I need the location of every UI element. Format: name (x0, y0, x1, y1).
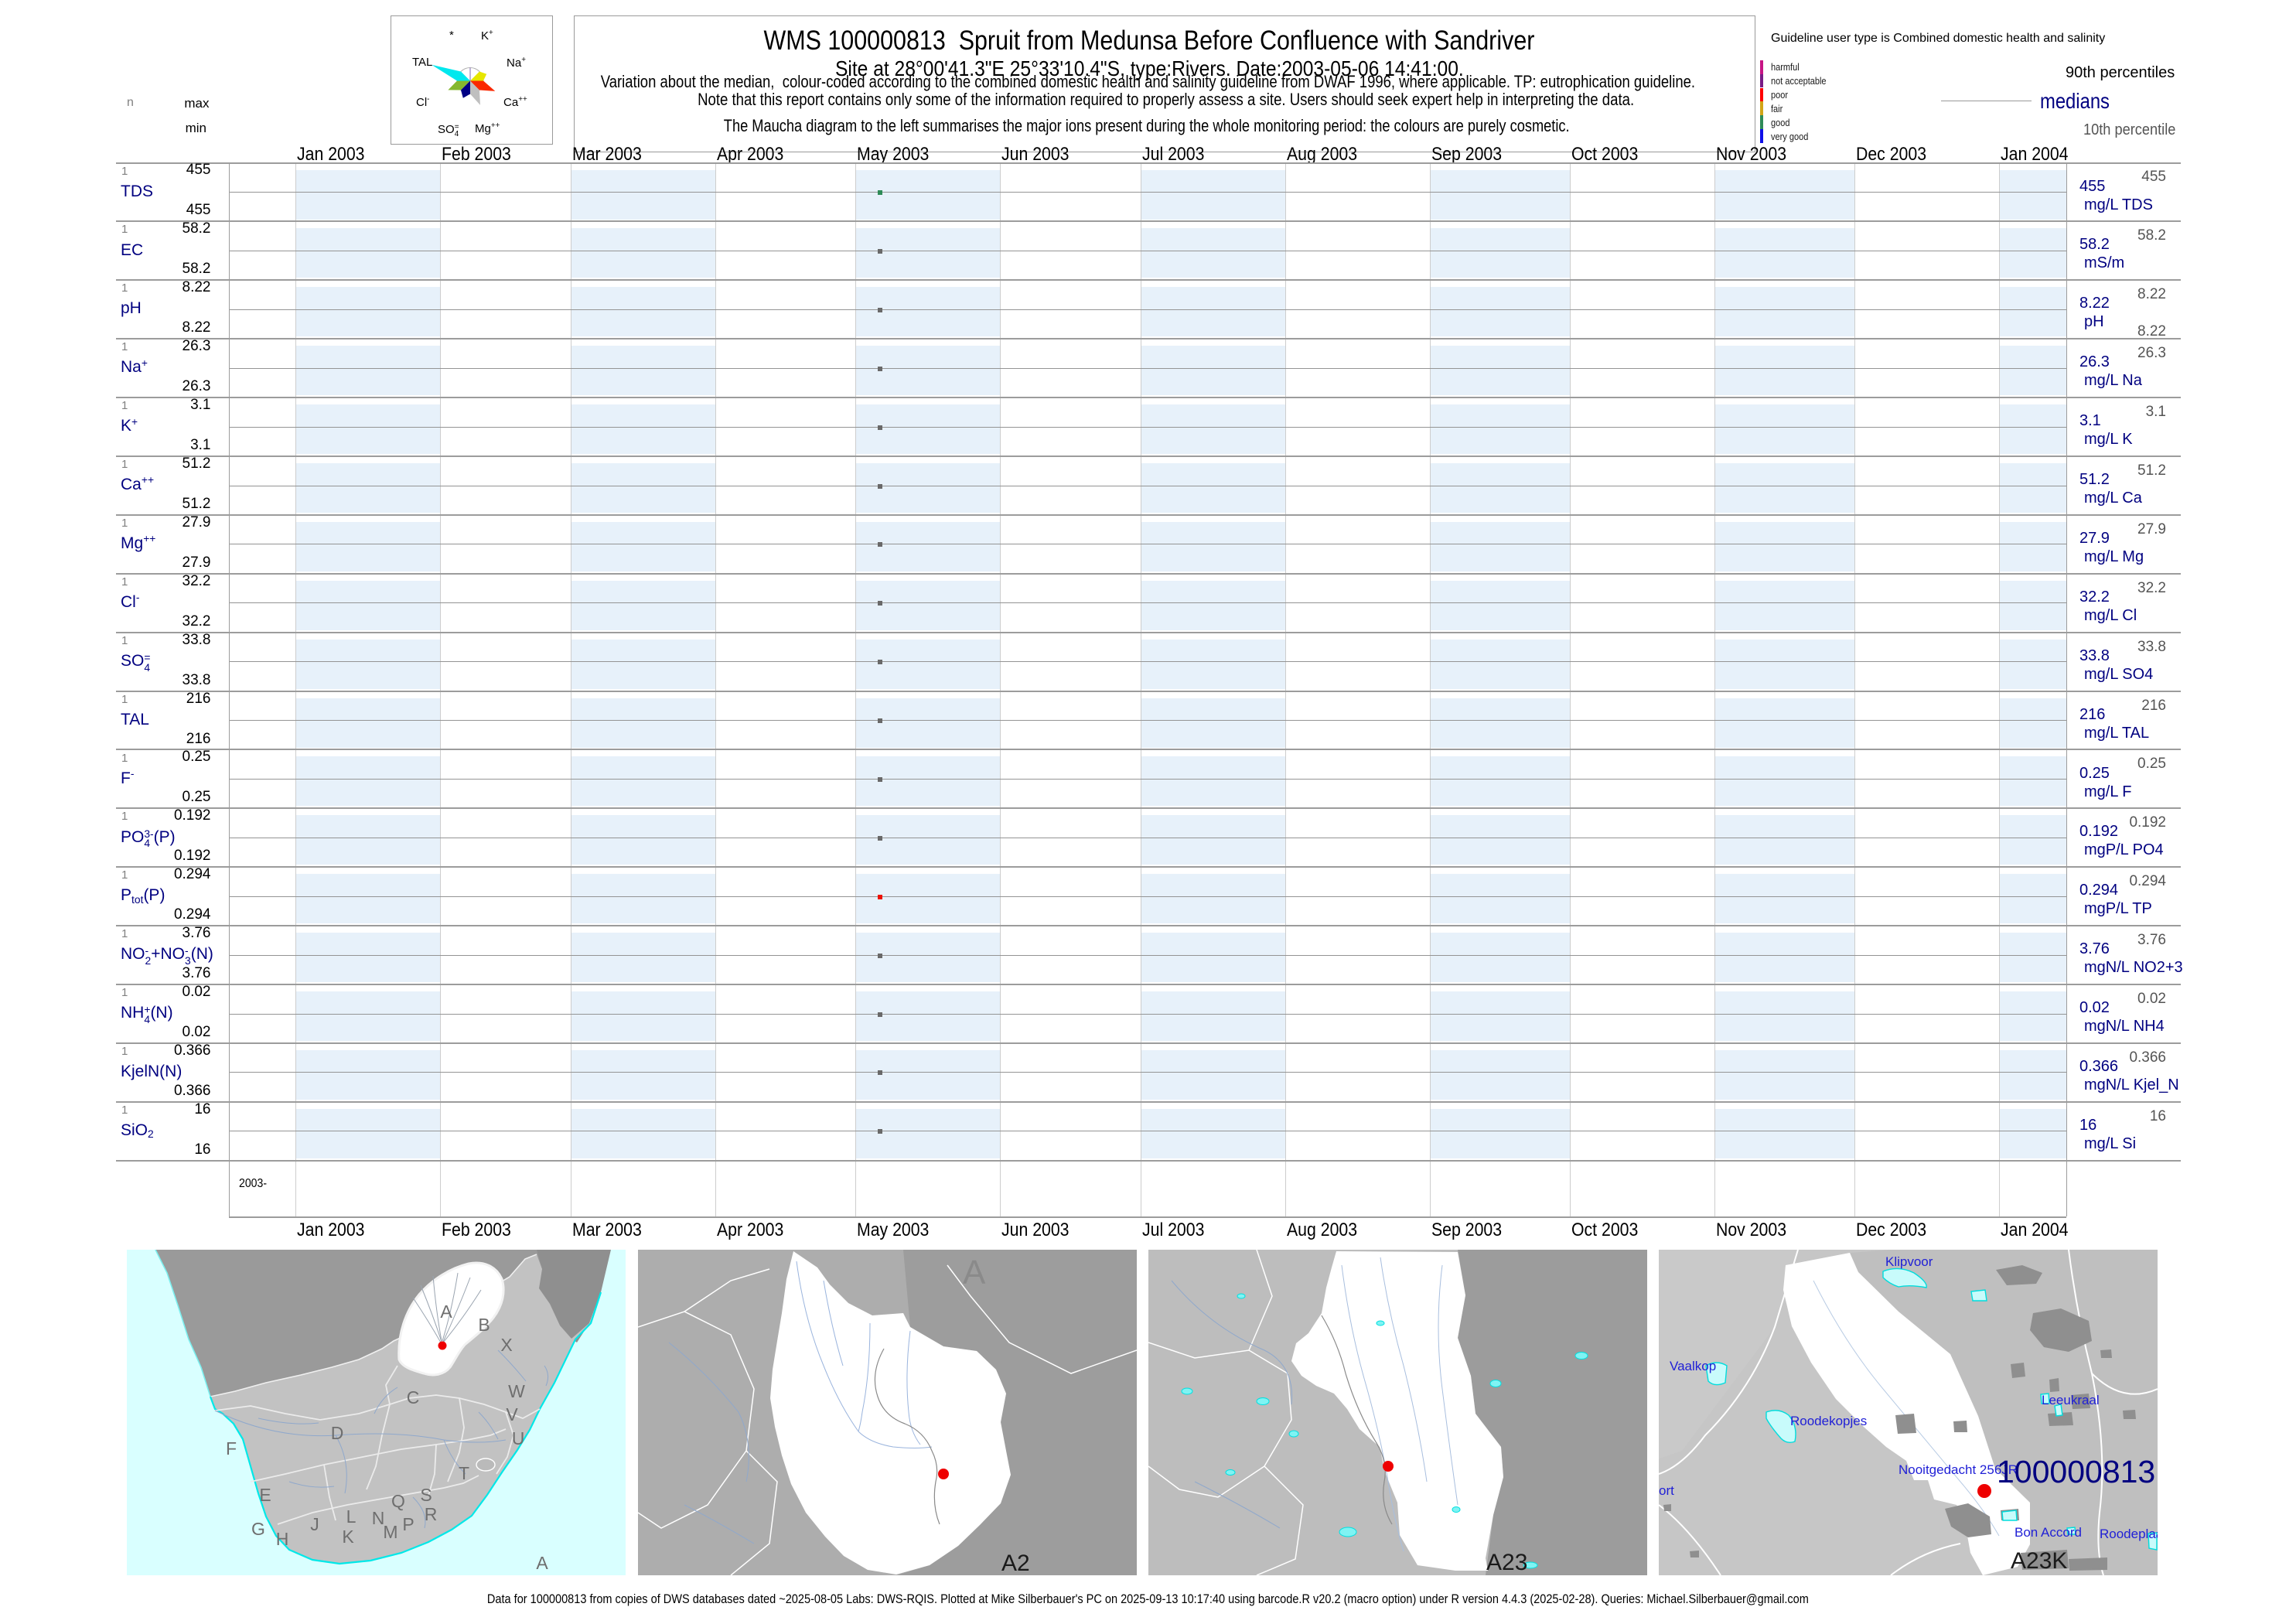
svg-text:A: A (963, 1254, 986, 1291)
svg-text:F: F (226, 1438, 237, 1459)
svg-text:D: D (331, 1423, 344, 1443)
svg-text:L: L (346, 1506, 357, 1527)
svg-text:K: K (342, 1527, 354, 1547)
svg-text:ort: ort (1659, 1483, 1674, 1498)
svg-text:100000813: 100000813 (1997, 1454, 2155, 1489)
svg-text:P: P (402, 1514, 414, 1534)
svg-text:A23: A23 (1486, 1550, 1527, 1575)
svg-text:X: X (500, 1335, 512, 1355)
svg-text:A23K: A23K (2011, 1548, 2067, 1574)
svg-text:B: B (478, 1315, 490, 1335)
svg-text:W: W (508, 1381, 525, 1401)
svg-text:Leeukraal: Leeukraal (2042, 1393, 2100, 1407)
svg-text:G: G (251, 1519, 265, 1539)
svg-text:Roodeplaat: Roodeplaat (2100, 1527, 2158, 1541)
svg-text:A: A (536, 1553, 548, 1573)
svg-text:T: T (459, 1463, 469, 1483)
svg-text:Roodekopjes: Roodekopjes (1790, 1414, 1867, 1428)
svg-text:N: N (372, 1508, 385, 1528)
svg-text:Vaalkop: Vaalkop (1670, 1359, 1716, 1373)
svg-text:H: H (276, 1529, 289, 1549)
svg-text:A2: A2 (1001, 1551, 1030, 1575)
svg-text:U: U (512, 1428, 525, 1448)
svg-text:S: S (420, 1485, 432, 1505)
svg-text:J: J (310, 1514, 319, 1534)
svg-text:M: M (383, 1522, 397, 1542)
svg-text:Nooitgedacht 256JR: Nooitgedacht 256JR (1899, 1462, 2018, 1477)
svg-text:A: A (440, 1302, 452, 1322)
svg-text:Klipvoor: Klipvoor (1885, 1254, 1933, 1269)
svg-text:Q: Q (391, 1491, 405, 1511)
svg-text:V: V (506, 1404, 518, 1424)
svg-text:C: C (407, 1387, 420, 1407)
svg-text:R: R (425, 1504, 438, 1524)
svg-text:E: E (259, 1485, 271, 1505)
svg-text:Bon Accord: Bon Accord (2015, 1525, 2082, 1540)
